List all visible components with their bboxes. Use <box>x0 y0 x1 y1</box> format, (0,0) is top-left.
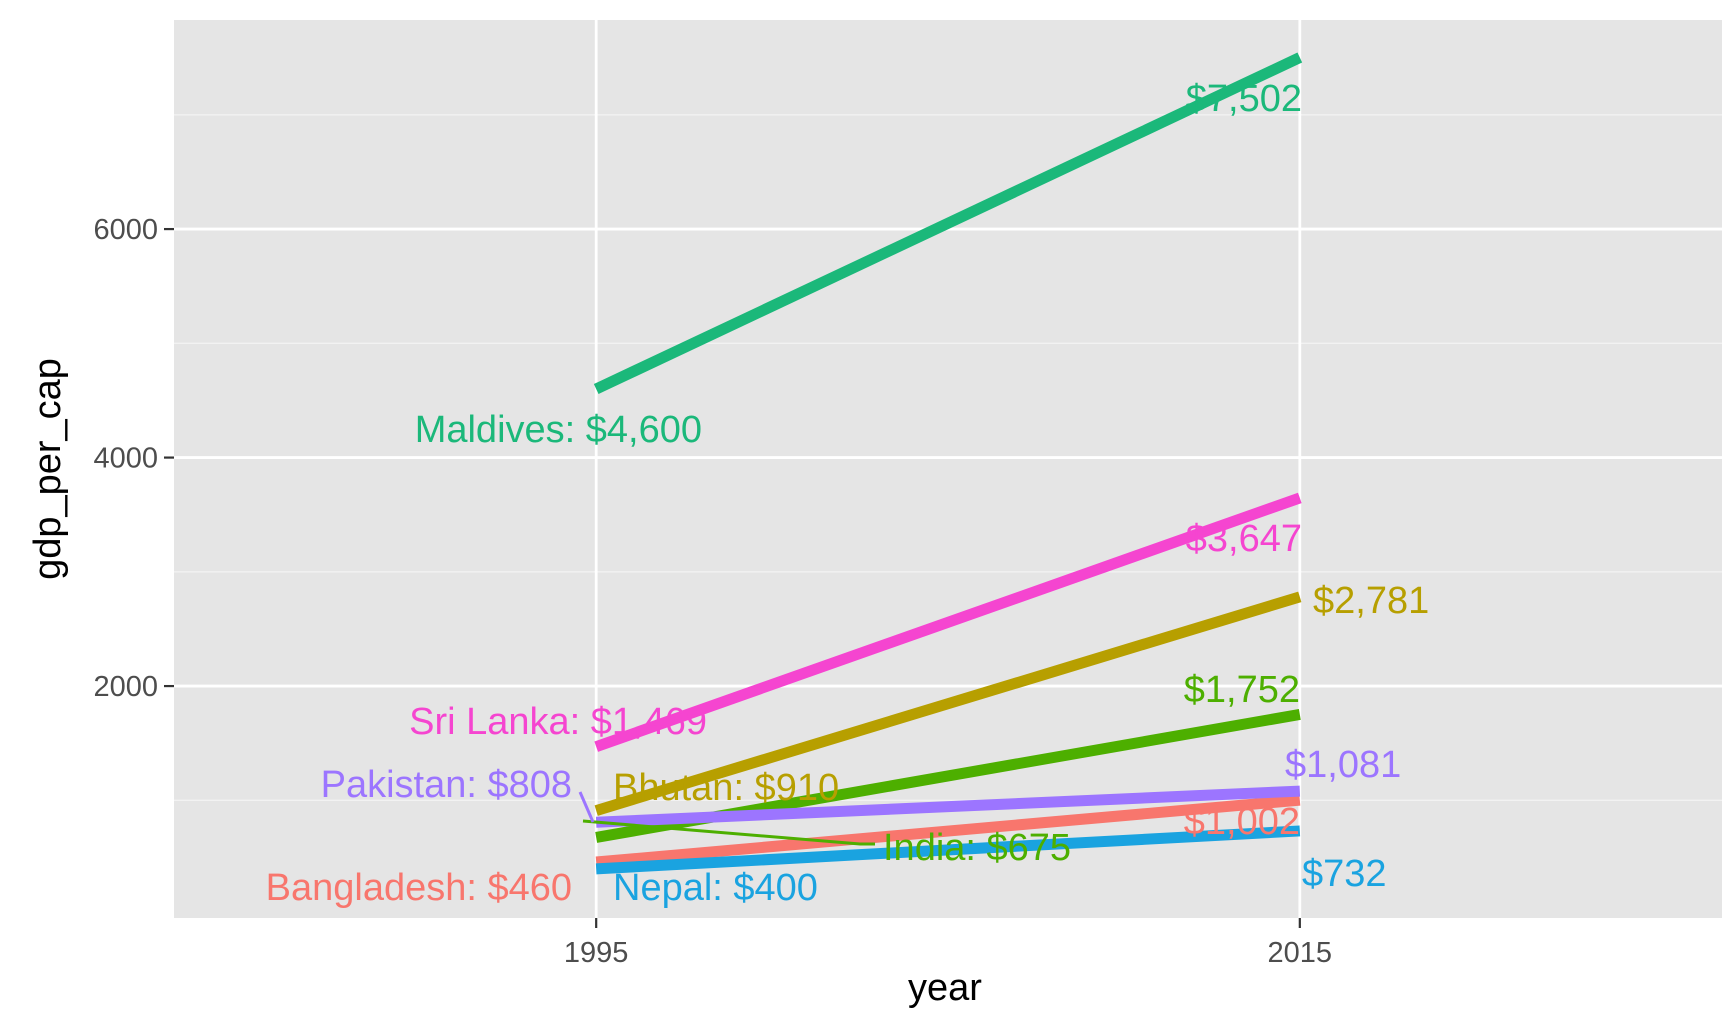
data-labels: Bangladesh: $460 $1,002 Bhutan: $910 $2,781… <box>266 78 1430 909</box>
y-tick-label: 6000 <box>93 214 158 246</box>
data-label-india-1995: India: $675 <box>883 827 1071 869</box>
x-axis-title: year <box>908 967 982 1009</box>
series-line-sri-lanka <box>594 492 1302 752</box>
series-line-nepal <box>595 825 1301 875</box>
series-line-pakistan <box>595 785 1301 828</box>
data-label-bhutan-1995: Bhutan: $910 <box>613 767 839 809</box>
data-label-pakistan-2015: $1,081 <box>1285 744 1401 786</box>
data-label-maldives-2015: $7,502 <box>1186 78 1302 120</box>
y-tick-label: 2000 <box>93 671 158 703</box>
grid-minor <box>174 114 1722 802</box>
data-label-pakistan-1995: Pakistan: $808 <box>321 764 572 806</box>
data-label-sri-lanka-2015: $3,647 <box>1186 518 1302 560</box>
data-label-nepal-1995: Nepal: $400 <box>613 867 818 909</box>
series-line-bhutan <box>594 591 1302 816</box>
x-tick-label: 1995 <box>564 937 629 969</box>
data-label-maldives-1995: Maldives: $4,600 <box>415 409 702 451</box>
data-label-india-2015: $1,752 <box>1184 669 1300 711</box>
leader-line-pakistan <box>578 791 595 823</box>
plot-panel <box>174 20 1722 918</box>
leader-line-india <box>582 819 875 846</box>
data-label-bangladesh-2015: $1,002 <box>1184 801 1300 843</box>
series-line-maldives <box>593 52 1303 395</box>
series-line-bangladesh <box>595 794 1301 868</box>
data-label-bhutan-2015: $2,781 <box>1313 580 1429 622</box>
x-tick-label: 2015 <box>1268 937 1333 969</box>
data-label-sri-lanka-1995: Sri Lanka: $1,469 <box>409 701 707 743</box>
y-tick-label: 4000 <box>93 443 158 475</box>
data-label-bangladesh-1995: Bangladesh: $460 <box>266 867 572 909</box>
x-axis: 1995 2015 <box>564 918 1332 969</box>
label-leader-lines <box>578 791 875 846</box>
y-axis-title: gdp_per_cap <box>27 358 69 580</box>
y-axis: 2000 4000 6000 <box>93 214 174 703</box>
series-lines <box>593 52 1303 875</box>
data-label-nepal-2015: $732 <box>1302 853 1387 895</box>
